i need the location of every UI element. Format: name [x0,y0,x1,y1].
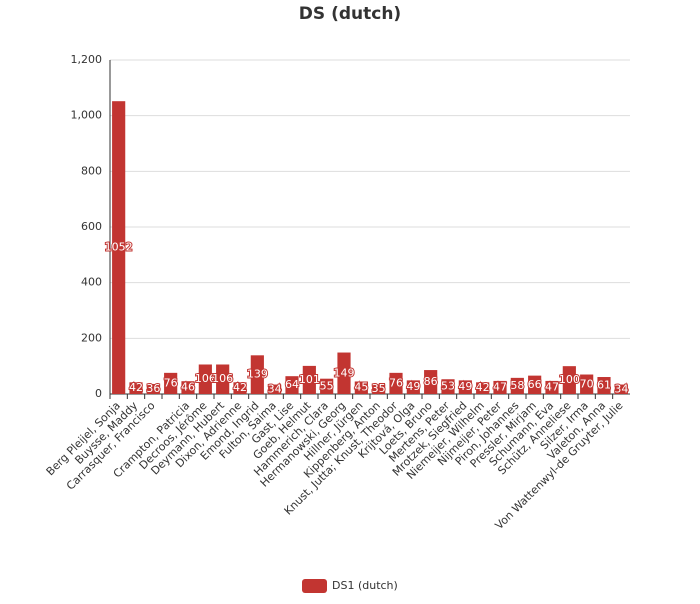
value-label: 42 [129,381,143,394]
value-label: 34 [614,382,628,395]
bar [146,383,160,394]
bar [580,374,594,394]
bar [216,364,230,394]
value-label: 101 [299,373,320,386]
bar [337,352,351,394]
bar [268,384,282,394]
bar [424,370,438,394]
value-label: 66 [528,378,542,391]
y-tick-label: 1,000 [71,109,103,122]
bar [545,380,559,394]
bar [250,355,264,394]
bar [562,366,576,394]
bar [614,384,628,394]
value-label: 47 [545,380,559,393]
value-label: 35 [372,382,386,395]
y-tick-label: 1,200 [71,53,103,66]
value-label: 106 [195,372,216,385]
bar [510,377,524,394]
bar [406,380,420,394]
value-label: 1052 [105,241,133,254]
value-label: 64 [285,378,299,391]
value-label: 46 [181,381,195,394]
value-label: 76 [389,376,403,389]
y-tick-label: 800 [81,164,102,177]
y-tick-label: 600 [81,220,102,233]
bar [372,384,386,394]
bar [129,382,143,394]
value-label: 70 [580,377,594,390]
value-label: 100 [559,373,580,386]
bar [112,101,126,395]
bar [493,380,507,394]
value-label: 149 [334,366,355,379]
value-label: 86 [424,375,438,388]
bar [476,382,490,394]
bar [164,372,178,394]
value-label: 49 [458,380,472,393]
bar [597,377,611,394]
bar [389,372,403,394]
value-label: 47 [493,380,507,393]
legend-label: DS1 (dutch) [332,579,398,592]
bar [285,376,299,394]
value-label: 106 [212,372,233,385]
legend-swatch [302,579,327,593]
value-label: 139 [247,368,268,381]
bar [181,381,195,394]
value-label: 61 [597,379,611,392]
value-label: 36 [146,382,160,395]
value-label: 45 [354,381,368,394]
y-tick-label: 0 [95,387,102,400]
chart-title: DS (dutch) [299,4,401,24]
bar [320,378,334,394]
bar [354,381,368,394]
value-label: 34 [268,382,282,395]
bar [198,364,212,394]
value-label: 53 [441,380,455,393]
value-label: 76 [164,376,178,389]
bar [458,380,472,394]
bar [233,382,247,394]
y-tick-label: 400 [81,276,102,289]
value-label: 49 [406,380,420,393]
bar [528,375,542,394]
bar [302,365,316,394]
value-label: 55 [320,379,334,392]
value-label: 42 [233,381,247,394]
value-label: 58 [510,379,524,392]
bar [441,379,455,394]
value-label: 42 [476,381,490,394]
y-tick-label: 200 [81,331,102,344]
